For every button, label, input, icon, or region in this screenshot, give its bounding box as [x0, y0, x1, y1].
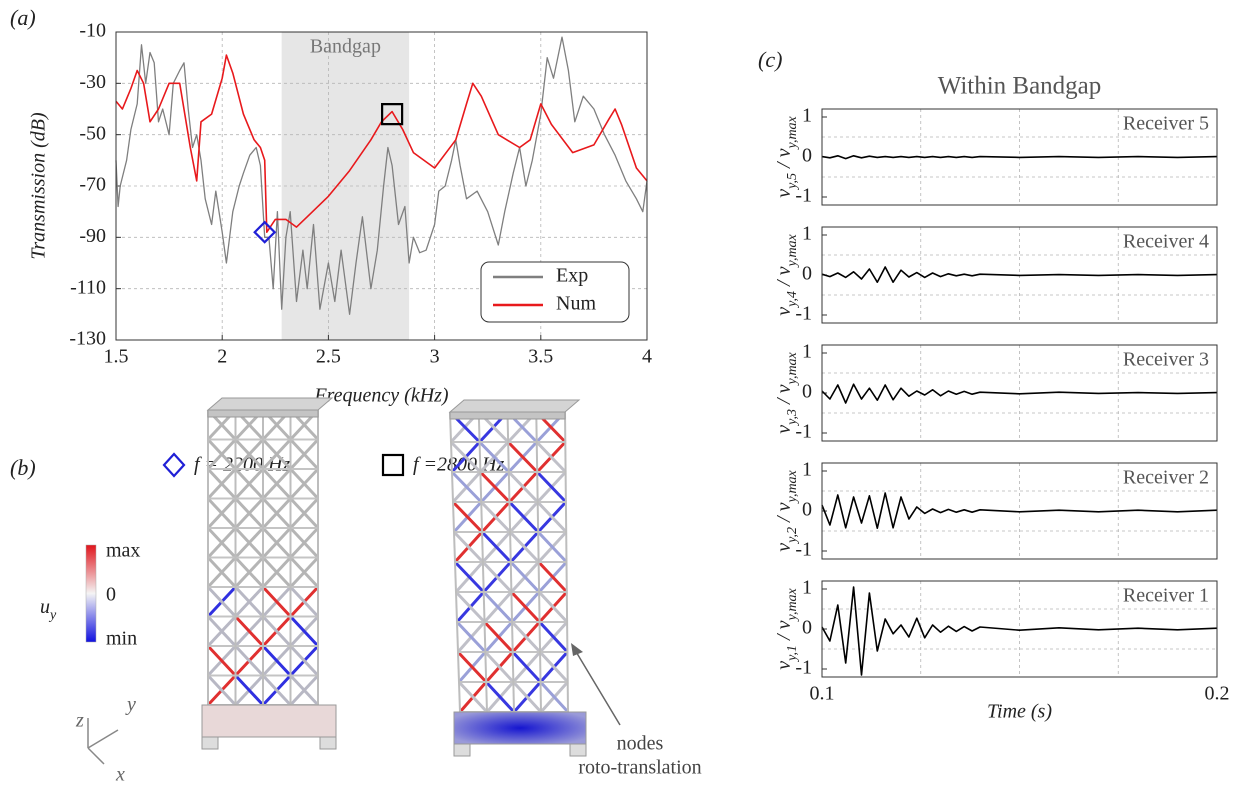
label-subscript: y,2 — [785, 527, 800, 545]
mode-icon — [383, 455, 403, 475]
top-plate — [450, 400, 579, 412]
y-axis-label: vy,4 / vy,max — [773, 233, 800, 315]
label-text: v — [773, 425, 795, 434]
receiver-label: Receiver 4 — [1123, 231, 1209, 253]
y-tick-label: -30 — [79, 71, 106, 93]
label-text: / v — [773, 502, 795, 527]
y-tick-label: -50 — [79, 122, 106, 144]
label-subscript: y,max — [785, 233, 800, 268]
base-block — [454, 712, 586, 744]
y-axis-label: vy,1 / vy,max — [773, 587, 800, 669]
label-text: v — [773, 543, 795, 552]
base-foot — [320, 737, 336, 749]
label-text: / v — [773, 148, 795, 173]
x-tick-label: 2 — [217, 346, 227, 368]
x-tick-label: 1.5 — [104, 346, 129, 368]
receiver-label: Receiver 3 — [1123, 349, 1209, 371]
base-foot — [454, 744, 470, 756]
top-plate-edge — [450, 412, 565, 419]
label-text: v — [773, 661, 795, 670]
y-tick-label: 1 — [802, 105, 812, 127]
legend-box — [481, 262, 629, 322]
label-subscript: y,3 — [785, 409, 800, 427]
x-tick-label: 3 — [430, 346, 440, 368]
y-tick-label: 0 — [802, 499, 812, 521]
label-text: / v — [773, 266, 795, 291]
x-axis-label: Time (s) — [987, 701, 1052, 723]
y-tick-label: 0 — [802, 145, 812, 167]
receiver-label: Receiver 1 — [1123, 585, 1209, 607]
axis-triad — [88, 748, 104, 764]
annotation-text: nodes — [617, 733, 664, 755]
colorbar — [86, 545, 96, 642]
y-tick-label: 1 — [802, 577, 812, 599]
y-tick-label: 0 — [802, 263, 812, 285]
annotation-text: roto-translation — [578, 757, 701, 779]
y-tick-label: 1 — [802, 223, 812, 245]
y-tick-label: -70 — [79, 174, 106, 196]
top-plate — [208, 398, 332, 410]
y-axis-label: vy,3 / vy,max — [773, 351, 800, 433]
x-tick-label: 4 — [642, 346, 652, 368]
axis-triad-label: y — [125, 694, 136, 716]
x-tick-label: 0.2 — [1205, 683, 1230, 705]
base-block — [202, 705, 336, 737]
base-foot — [202, 737, 218, 749]
label-subscript: y,max — [785, 351, 800, 386]
y-tick-label: -130 — [69, 328, 106, 350]
axis-triad-label: x — [115, 764, 125, 786]
x-tick-label: 3.5 — [528, 346, 553, 368]
y-axis-label: Transmission (dB) — [28, 112, 50, 260]
y-tick-label: 0 — [802, 617, 812, 639]
label-subscript: y,max — [785, 469, 800, 504]
x-tick-label: 2.5 — [316, 346, 341, 368]
y-tick-label: -10 — [79, 20, 106, 42]
mode-icon — [164, 454, 184, 476]
label-text: v — [773, 307, 795, 316]
symbol-subscript: y — [48, 608, 57, 623]
legend-label: Num — [556, 293, 596, 315]
panel-label: (c) — [758, 47, 782, 72]
label-text: v — [773, 189, 795, 198]
receiver-label: Receiver 5 — [1123, 113, 1209, 135]
y-tick-label: 1 — [802, 459, 812, 481]
label-subscript: y,4 — [785, 291, 800, 309]
x-axis-label: Frequency (kHz) — [313, 385, 449, 407]
top-plate-edge — [208, 410, 318, 417]
panel-label: (a) — [10, 5, 36, 30]
colorbar-label: min — [106, 628, 137, 650]
y-tick-label: -110 — [70, 276, 106, 298]
legend-label: Exp — [556, 265, 588, 287]
x-tick-label: 0.1 — [810, 683, 835, 705]
colorbar-label: 0 — [106, 584, 116, 606]
colorbar-label: max — [106, 540, 140, 562]
label-text: / v — [773, 384, 795, 409]
y-tick-label: 1 — [802, 341, 812, 363]
y-axis-label: vy,2 / vy,max — [773, 469, 800, 551]
axis-triad-label: z — [75, 710, 84, 732]
colorbar-symbol: uy — [40, 596, 57, 623]
symbol-text: u — [40, 596, 50, 618]
bandgap-label: Bandgap — [310, 36, 381, 58]
y-axis-label: vy,5 / vy,max — [773, 115, 800, 197]
axis-triad — [88, 730, 118, 748]
receiver-label: Receiver 2 — [1123, 467, 1209, 489]
y-tick-label: 0 — [802, 381, 812, 403]
panel-title: Within Bandgap — [938, 73, 1102, 100]
annotation-arrowhead — [571, 643, 583, 656]
panels: Bandgap 1.5 2 2.5 3 3.5 4 -130 -110 -90 -70 -50 -30 -… — [10, 5, 1230, 786]
panel-label: (b) — [10, 455, 36, 480]
figure: Bandgap 1.5 2 2.5 3 3.5 4 -130 -110 -90 -70 -50 -30 -… — [0, 0, 1239, 793]
label-subscript: y,5 — [785, 173, 800, 191]
y-tick-label: -90 — [79, 225, 106, 247]
label-text: / v — [773, 620, 795, 645]
label-subscript: y,1 — [785, 645, 800, 663]
label-subscript: y,max — [785, 115, 800, 150]
base-foot — [570, 744, 586, 756]
label-subscript: y,max — [785, 587, 800, 622]
